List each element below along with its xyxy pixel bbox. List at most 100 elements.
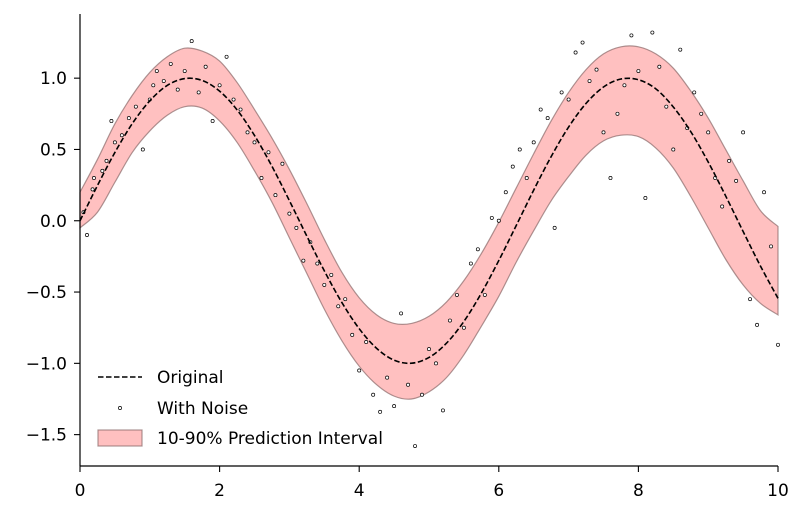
noise-point (434, 361, 438, 366)
noise-point (454, 292, 459, 297)
noise-point (85, 233, 89, 237)
x-tick-label: 8 (633, 481, 644, 501)
noise-point (503, 190, 508, 195)
original-line (79, 77, 779, 365)
legend-label: 10-90% Prediction Interval (157, 429, 383, 449)
noise-point (280, 161, 285, 166)
noise-point (90, 187, 95, 192)
x-tick-label: 4 (354, 481, 365, 501)
y-tick-label: 0.0 (40, 212, 67, 232)
noise-point (734, 178, 739, 183)
noise-point (189, 39, 194, 44)
noise-point (622, 83, 627, 88)
noise-point (151, 83, 156, 88)
noise-point (357, 368, 362, 373)
noise-point (664, 104, 669, 109)
noise-point (224, 54, 229, 59)
prediction-interval-band (79, 45, 779, 400)
noise-point (322, 282, 327, 287)
legend-label: Original (157, 368, 224, 388)
noise-point (776, 342, 780, 347)
noise-point (413, 444, 417, 448)
noise-point (769, 244, 773, 249)
noise-point (364, 340, 369, 344)
noise-point (559, 90, 564, 95)
noise-point (161, 79, 166, 83)
noise-point (427, 347, 431, 352)
noise-point (350, 332, 355, 337)
noise-point (573, 50, 578, 55)
noise-point (566, 97, 571, 102)
noise-point (109, 118, 114, 123)
noise-point (273, 193, 278, 198)
y-tick-label: 1.0 (40, 69, 67, 89)
noise-point (266, 150, 271, 155)
noise-point (699, 111, 704, 116)
noise-point (517, 147, 522, 152)
noise-point (447, 318, 452, 323)
noise-point (524, 176, 529, 180)
noise-point (315, 261, 320, 266)
noise-point (252, 140, 257, 145)
noise-point (140, 147, 145, 152)
noise-point (657, 64, 662, 69)
y-tick-label: 0.5 (40, 140, 67, 160)
noise-point (461, 325, 466, 330)
legend-label: With Noise (157, 399, 248, 419)
x-tick-label: 10 (767, 481, 789, 501)
noise-point (378, 409, 383, 414)
noise-point (468, 261, 473, 266)
noise-point (168, 61, 173, 66)
legend-interval-swatch (97, 429, 143, 447)
noise-point (587, 79, 592, 83)
noise-point (301, 258, 306, 263)
noise-point (238, 107, 243, 112)
noise-point (489, 215, 494, 220)
noise-point (594, 67, 599, 72)
noise-point (371, 392, 376, 397)
noise-point (538, 107, 543, 112)
noise-point (636, 69, 641, 73)
noise-point (104, 158, 109, 163)
noise-point (643, 195, 648, 200)
noise-point (510, 164, 515, 169)
noise-point (720, 204, 725, 209)
noise-point (231, 97, 236, 102)
noise-point (287, 211, 292, 216)
noise-point (133, 104, 138, 109)
noise-point (552, 225, 557, 230)
legend-noise-swatch (118, 406, 122, 410)
noise-point (748, 297, 753, 302)
noise-point (203, 64, 208, 69)
noise-point (545, 116, 550, 121)
noise-point (182, 69, 187, 73)
legend: Original With Noise 10-90% Prediction Inte… (97, 368, 383, 449)
noise-point (755, 322, 760, 327)
noise-point (119, 133, 124, 138)
noise-point (126, 116, 131, 121)
noise-point (678, 47, 683, 52)
noise-point (392, 404, 397, 409)
noise-point (154, 69, 159, 73)
noise-point (496, 218, 501, 223)
noise-point (671, 147, 676, 152)
noise-point (706, 130, 711, 135)
noise-point (420, 392, 424, 397)
prediction-interval-layer (79, 45, 779, 400)
noise-point (245, 130, 250, 135)
axes-layer: 0 2 4 6 8 10 −1.5 −1.0 −0.5 0.0 0.5 1.0 (26, 14, 789, 501)
original-line-layer (79, 77, 779, 365)
x-tick-label: 2 (214, 481, 225, 501)
noise-point (692, 90, 697, 95)
noise-point (727, 158, 732, 163)
noise-point (217, 83, 222, 88)
noise-point (196, 90, 201, 95)
noise-point (629, 33, 634, 38)
noise-point (441, 408, 445, 413)
noise-point (762, 190, 766, 195)
x-tick-label: 6 (493, 481, 504, 501)
noise-point (601, 130, 606, 135)
noise-point (343, 297, 348, 302)
